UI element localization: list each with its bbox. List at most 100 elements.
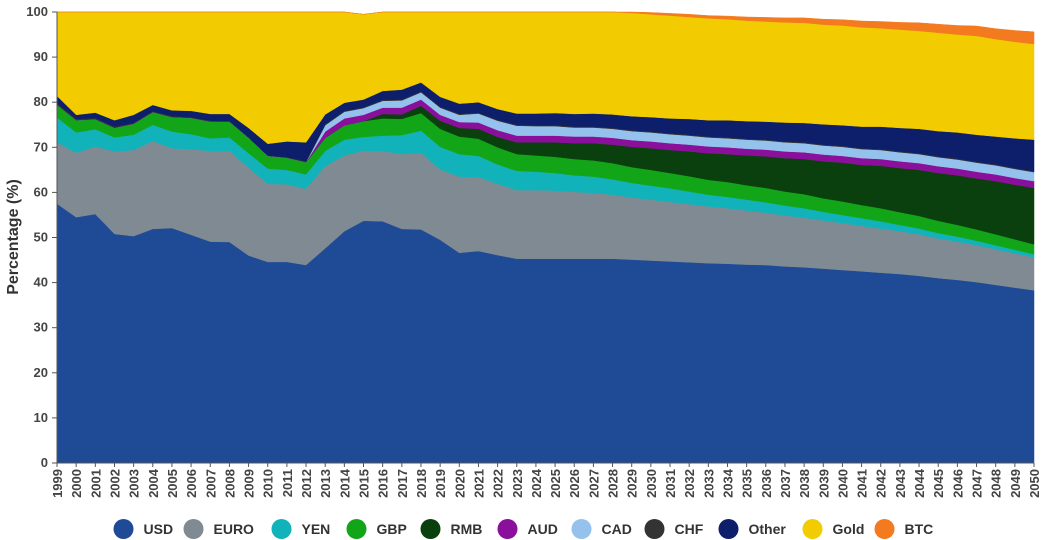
x-tick-label: 2026	[567, 469, 582, 498]
x-tick-label: 2034	[721, 468, 736, 498]
y-tick-label: 60	[34, 184, 48, 199]
x-tick-label: 2030	[644, 469, 659, 498]
x-tick-label: 2028	[606, 469, 621, 498]
x-tick-label: 2042	[874, 469, 889, 498]
y-tick-label: 100	[26, 4, 48, 19]
x-tick-label: 2039	[816, 469, 831, 498]
legend-item-btc: BTC	[874, 519, 934, 539]
legend-label: GBP	[377, 521, 407, 537]
area-btc	[57, 11, 1035, 45]
legend-swatch	[346, 519, 367, 539]
legend-item-usd: USD	[113, 519, 174, 539]
x-tick-label: 2045	[931, 469, 946, 498]
x-tick-label: 2049	[1008, 469, 1023, 498]
legend-item-euro: EURO	[183, 519, 255, 539]
legend-swatch	[718, 519, 739, 539]
legend-item-gold: Gold	[802, 519, 864, 539]
legend-label: EURO	[214, 521, 255, 537]
y-tick-label: 10	[34, 410, 48, 425]
legend-swatch	[802, 519, 823, 539]
legend-label: CHF	[675, 521, 704, 537]
x-tick-label: 2025	[548, 469, 563, 498]
x-tick-label: 2036	[759, 469, 774, 498]
y-tick-label: 30	[34, 320, 48, 335]
x-tick-label: 2019	[433, 469, 448, 498]
y-tick-label: 40	[34, 275, 48, 290]
y-tick-label: 0	[41, 455, 48, 470]
x-tick-label: 2037	[778, 469, 793, 498]
y-axis-label: Percentage (%)	[5, 179, 22, 295]
y-tick-label: 80	[34, 94, 48, 109]
x-tick-label: 2047	[970, 469, 985, 498]
x-tick-label: 1999	[50, 469, 65, 498]
x-tick-label: 2000	[69, 469, 84, 498]
x-tick-label: 2024	[529, 468, 544, 498]
x-tick-label: 2017	[395, 469, 410, 498]
x-tick-label: 2015	[357, 469, 372, 498]
x-tick-label: 2021	[472, 469, 487, 498]
x-tick-label: 2031	[663, 469, 678, 498]
legend-label: BTC	[905, 521, 934, 537]
y-tick-label: 50	[34, 230, 48, 245]
x-tick-label: 2008	[222, 469, 237, 498]
x-tick-label: 2001	[88, 469, 103, 498]
legend-swatch	[271, 519, 292, 539]
legend-item-yen: YEN	[271, 519, 331, 539]
x-tick-label: 2033	[701, 469, 716, 498]
x-tick-label: 2043	[893, 469, 908, 498]
x-tick-label: 2038	[797, 469, 812, 498]
legend-label: USD	[144, 521, 174, 537]
x-tick-label: 2029	[625, 469, 640, 498]
x-axis-ticks: 1999 2000 2001 2002 2003 2004 2005 2006 2007 2008…	[50, 463, 1042, 498]
legend-label: Other	[749, 521, 787, 537]
x-tick-label: 2016	[376, 469, 391, 498]
legend-swatch	[571, 519, 592, 539]
legend-swatch	[874, 519, 895, 539]
x-tick-label: 2005	[165, 469, 180, 498]
x-tick-label: 2022	[491, 469, 506, 498]
legend-label: AUD	[528, 521, 558, 537]
x-tick-label: 2020	[452, 469, 467, 498]
legend-item-cad: CAD	[571, 519, 632, 539]
x-tick-label: 2027	[586, 469, 601, 498]
legend-label: RMB	[451, 521, 483, 537]
x-tick-label: 2012	[299, 469, 314, 498]
x-tick-label: 2044	[912, 468, 927, 498]
x-tick-label: 2006	[184, 469, 199, 498]
x-tick-label: 2032	[682, 469, 697, 498]
y-tick-label: 90	[34, 49, 48, 64]
legend-label: CAD	[602, 521, 632, 537]
x-tick-label: 2004	[146, 468, 161, 498]
x-tick-label: 2040	[835, 469, 850, 498]
legend-item-gbp: GBP	[346, 519, 407, 539]
legend-label: YEN	[302, 521, 331, 537]
x-tick-label: 2007	[203, 469, 218, 498]
legend-item-aud: AUD	[497, 519, 558, 539]
x-tick-label: 2048	[989, 469, 1004, 498]
x-tick-label: 2023	[510, 469, 525, 498]
y-tick-label: 70	[34, 139, 48, 154]
x-tick-label: 2050	[1027, 469, 1042, 498]
x-tick-label: 2010	[261, 469, 276, 498]
x-tick-label: 2041	[855, 469, 870, 498]
legend-swatch	[497, 519, 518, 539]
y-axis-ticks: 0 10 20 30 40 50 60 70 80 90 100	[26, 4, 57, 470]
x-tick-label: 2013	[318, 469, 333, 498]
x-tick-label: 2011	[280, 469, 295, 497]
legend-item-chf: CHF	[644, 519, 704, 539]
x-tick-label: 2046	[950, 469, 965, 498]
x-tick-label: 2009	[242, 469, 257, 498]
area-layers	[56, 11, 1035, 464]
legend-item-other: Other	[718, 519, 787, 539]
x-tick-label: 2014	[337, 468, 352, 498]
legend-swatch	[420, 519, 441, 539]
legend-swatch	[113, 519, 134, 539]
legend-swatch	[644, 519, 665, 539]
x-tick-label: 2002	[108, 469, 123, 498]
y-tick-label: 20	[34, 365, 48, 380]
legend-item-rmb: RMB	[420, 519, 483, 539]
legend-swatch	[183, 519, 204, 539]
x-tick-label: 2018	[414, 469, 429, 498]
x-tick-label: 2035	[740, 469, 755, 498]
